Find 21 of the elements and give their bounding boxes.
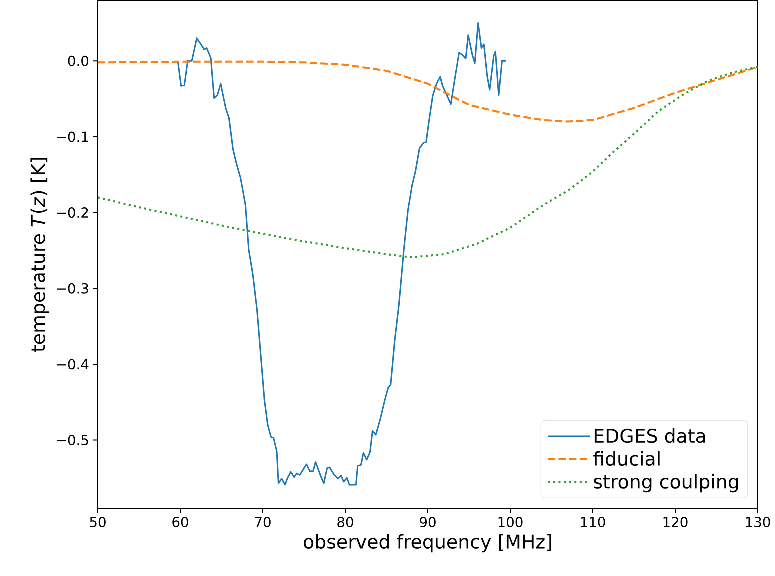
x-tick-label: 120 bbox=[664, 517, 688, 528]
x-tick-label: 100 bbox=[498, 517, 523, 528]
x-tick-label: 80 bbox=[338, 517, 354, 528]
x-tick-label: 110 bbox=[581, 517, 606, 528]
y-tick-label: −0.4 bbox=[57, 359, 89, 370]
x-axis-title: observed frequency [MHz] bbox=[304, 534, 552, 553]
legend-label: EDGES data bbox=[594, 428, 706, 444]
y-tick-label: −0.5 bbox=[57, 435, 88, 446]
y-tick-label: −0.3 bbox=[57, 284, 88, 294]
x-tick-label: 90 bbox=[420, 517, 436, 528]
x-tick-label: 70 bbox=[255, 517, 271, 528]
y-axis-title: temperature T(z) [K] bbox=[30, 158, 50, 352]
x-tick-label: 50 bbox=[90, 517, 106, 528]
legend-label: strong coulping bbox=[594, 474, 738, 493]
x-tick-label: 130 bbox=[746, 517, 770, 528]
y-tick-label: 0.0 bbox=[68, 56, 89, 67]
line-series bbox=[97, 61, 759, 124]
legend-label: fiducial bbox=[594, 452, 660, 466]
x-tick-label: 60 bbox=[172, 517, 188, 528]
y-tick-label: −0.2 bbox=[57, 208, 88, 218]
y-tick-label: −0.1 bbox=[57, 132, 88, 142]
